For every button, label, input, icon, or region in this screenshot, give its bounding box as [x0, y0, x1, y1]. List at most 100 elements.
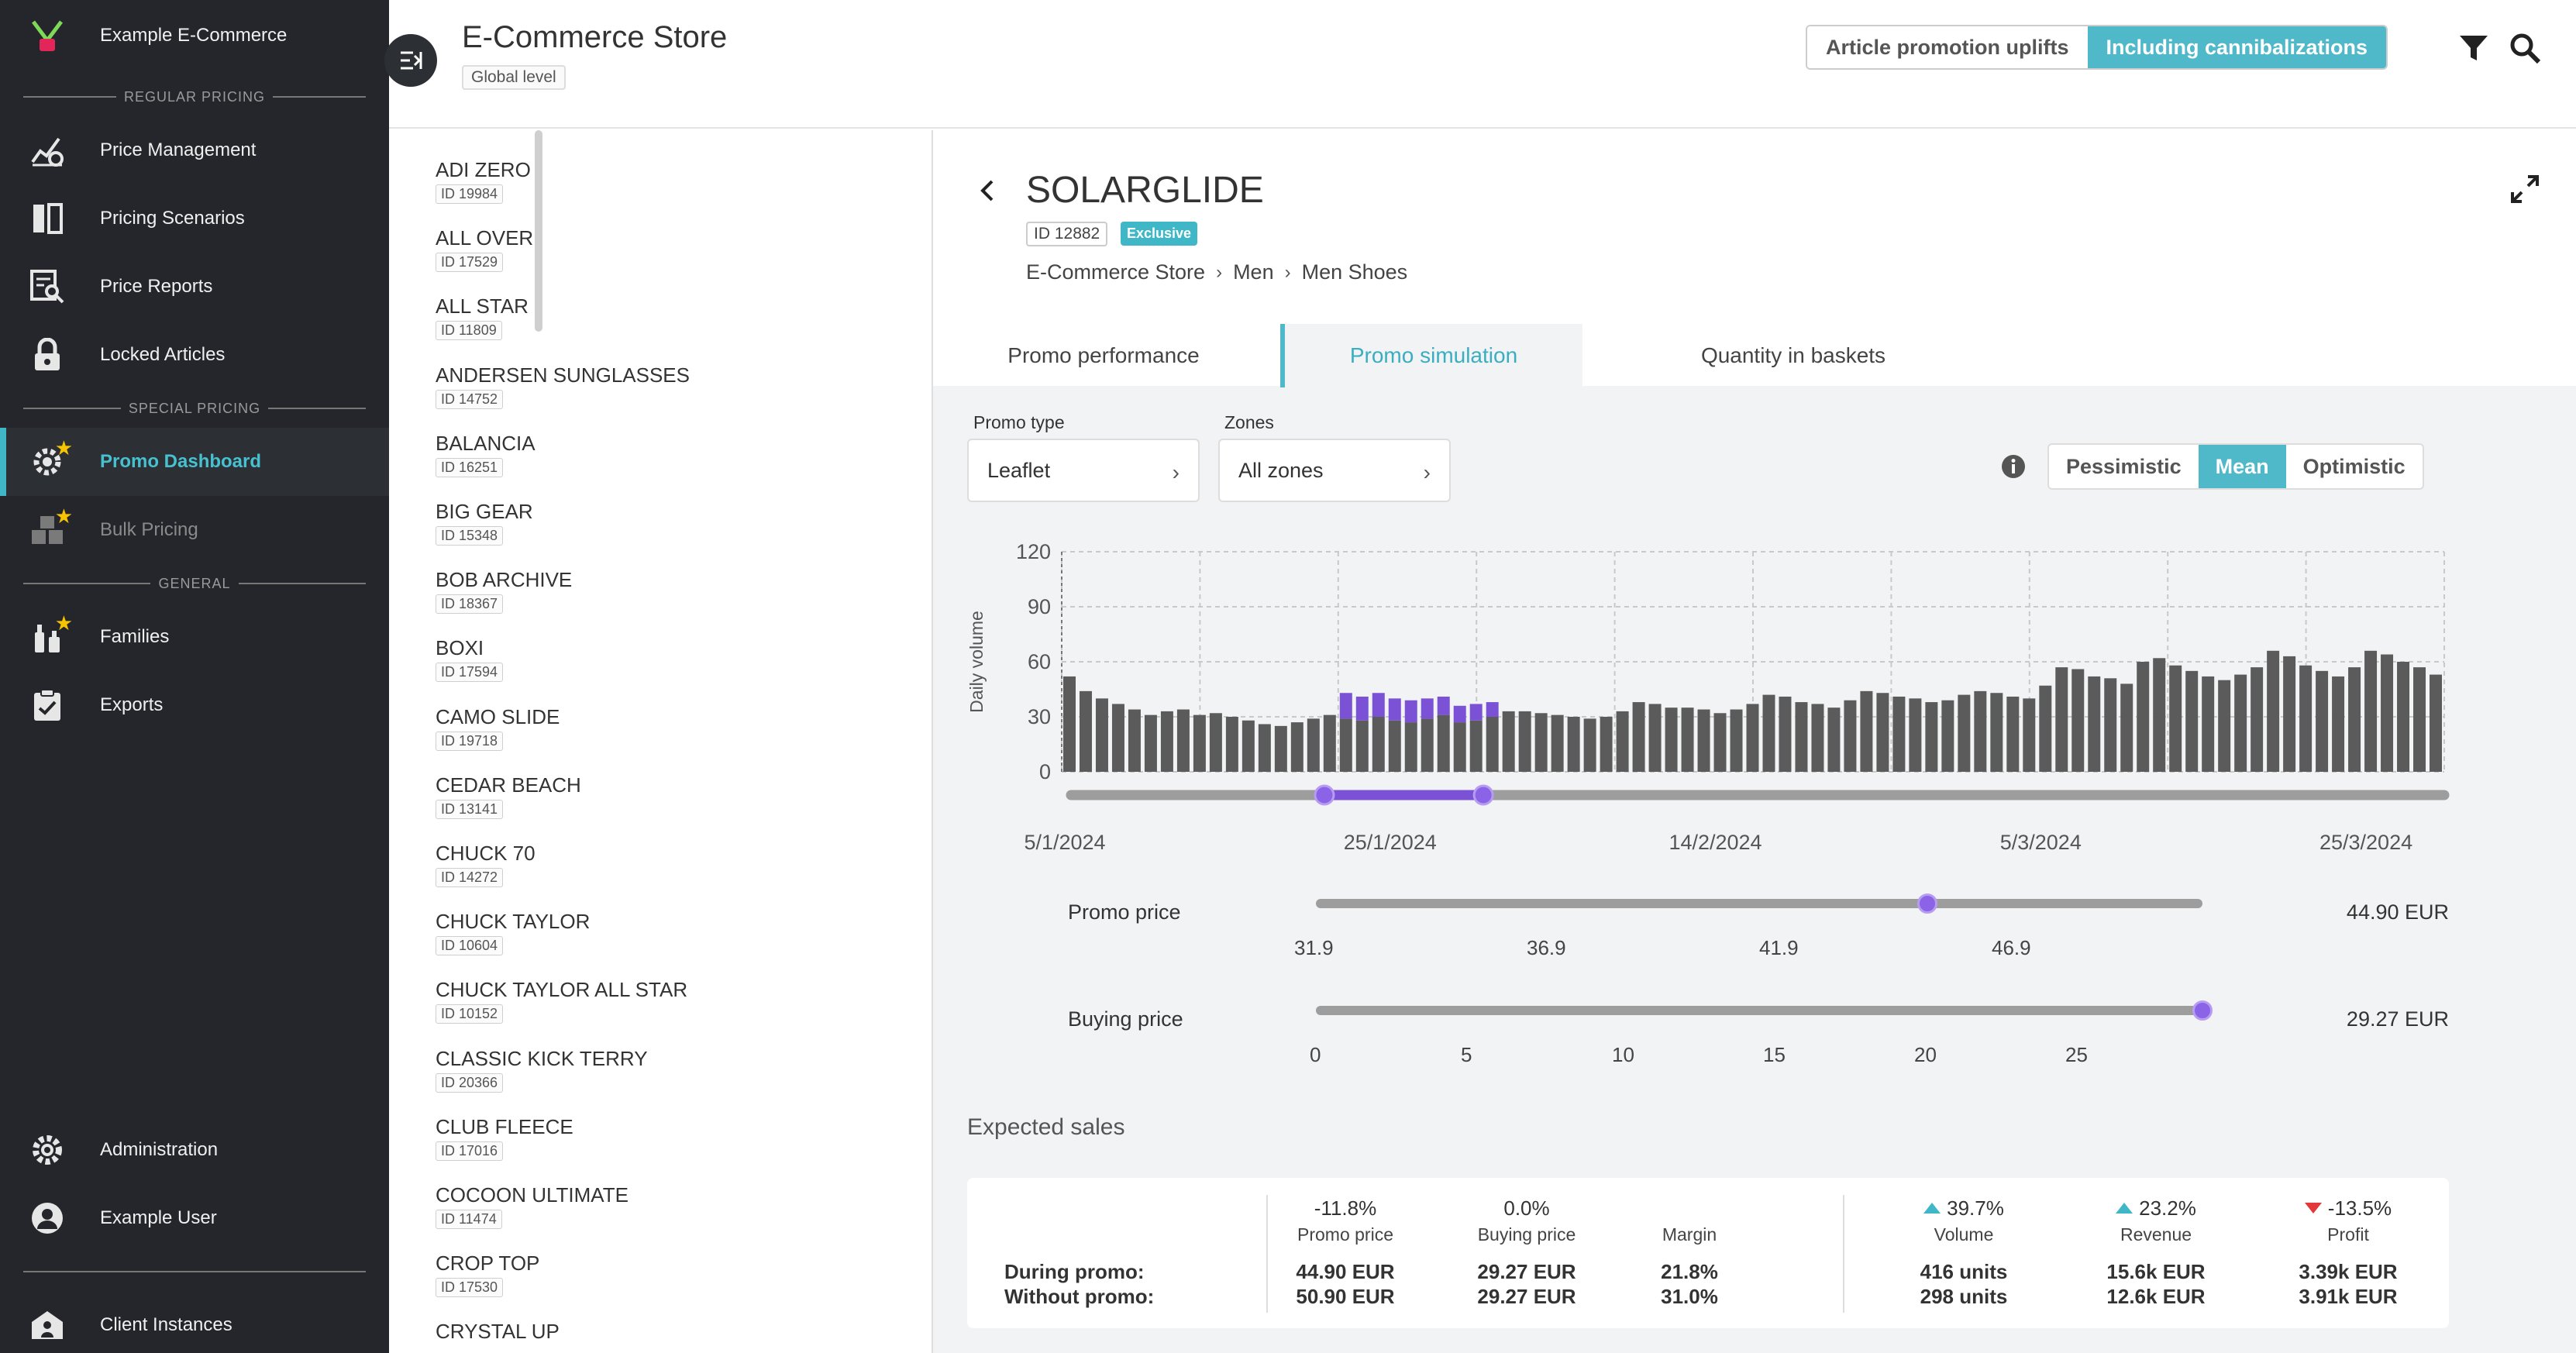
list-item[interactable]: CHUCK TAYLOR ALL STAR ID 10152 [436, 978, 687, 1024]
back-arrow-icon[interactable] [972, 175, 1003, 206]
trend-up-icon [1923, 1203, 1941, 1214]
buying-price-slider-thumb[interactable] [2192, 1000, 2213, 1021]
scenario-mean[interactable]: Mean [2198, 445, 2286, 488]
list-item[interactable]: CAMO SLIDE ID 19718 [436, 705, 560, 751]
list-item[interactable]: CHUCK TAYLOR ID 10604 [436, 910, 590, 956]
article-id-badge: ID 17529 [436, 253, 504, 273]
bar-baseline [2071, 669, 2085, 772]
info-icon[interactable] [2001, 454, 2026, 479]
bar-baseline [2055, 667, 2068, 772]
tab-promo-performance[interactable]: Promo performance [1007, 343, 1200, 367]
buying-price-slider-track[interactable] [1316, 1006, 2202, 1015]
list-item[interactable]: ANDERSEN SUNGLASSES ID 14752 [436, 363, 690, 409]
sidebar-item-client-instances[interactable]: Client Instances [0, 1291, 389, 1353]
bar-baseline [1697, 709, 1710, 772]
list-item[interactable]: COCOON ULTIMATE ID 11474 [436, 1183, 629, 1229]
article-id-badge: ID 18367 [436, 594, 504, 615]
bar-baseline [2006, 696, 2020, 772]
sidebar-item-user[interactable]: Example User [0, 1184, 389, 1252]
bar-baseline [1600, 717, 1613, 772]
collapse-sidebar-button[interactable] [384, 34, 437, 87]
expand-icon[interactable] [2509, 174, 2540, 205]
article-title: SOLARGLIDE [1026, 170, 1264, 211]
x-tick-label: 25/1/2024 [1344, 831, 1437, 854]
search-icon[interactable] [2508, 31, 2542, 65]
list-item[interactable]: BALANCIA ID 16251 [436, 432, 536, 477]
sidebar-item-families[interactable]: ★ Families [0, 603, 389, 671]
list-item[interactable]: ADI ZERO ID 19984 [436, 158, 531, 204]
list-item[interactable]: CLUB FLEECE ID 17016 [436, 1115, 573, 1161]
toggle-article-uplifts[interactable]: Article promotion uplifts [1807, 26, 2088, 68]
list-scrollbar[interactable] [535, 130, 542, 332]
chart-gear-icon [28, 131, 67, 170]
bar-baseline [1827, 707, 1841, 772]
sidebar-item-price-reports[interactable]: Price Reports [0, 253, 389, 321]
tab-quantity-in-baskets[interactable]: Quantity in baskets [1700, 343, 1886, 367]
list-item[interactable]: BIG GEAR ID 15348 [436, 500, 533, 546]
list-item[interactable]: ALL OVER ID 17529 [436, 226, 533, 273]
bar-baseline [1730, 709, 1743, 772]
article-id-badge: ID 19718 [436, 731, 504, 751]
bar-baseline [1941, 700, 1954, 772]
bar-baseline [2137, 662, 2150, 772]
list-item[interactable]: CEDAR BEACH ID 13141 [436, 773, 581, 819]
bar-baseline [2413, 667, 2426, 772]
trend-down-icon [2304, 1203, 2322, 1214]
sales-without: 298 units [1920, 1285, 2008, 1308]
article-name: CHUCK TAYLOR ALL STAR [436, 978, 688, 1002]
toggle-cannibalizations[interactable]: Including cannibalizations [2087, 26, 2387, 68]
list-item[interactable]: ALL STAR ID 11809 [436, 294, 529, 341]
list-item[interactable]: CROP TOP ID 17530 [436, 1251, 539, 1298]
article-list: ADI ZERO ID 19984 ALL OVER ID 17529 ALL STAR… [389, 130, 932, 1353]
bar-baseline [1355, 720, 1369, 772]
header: E-Commerce Store Global level Article pr… [384, 0, 2576, 129]
zones-select[interactable]: All zones › [1218, 439, 1451, 502]
boxes-icon: ★ [28, 506, 73, 549]
list-item[interactable]: CHUCK 70 ID 14272 [436, 842, 536, 887]
breadcrumb-item[interactable]: Men Shoes [1301, 260, 1408, 284]
bar-baseline [1779, 696, 1792, 772]
sales-header: Promo price [1297, 1224, 1393, 1245]
scenario-pessimistic[interactable]: Pessimistic [2066, 454, 2182, 478]
filter-icon[interactable] [2457, 31, 2491, 65]
y-tick-label: 120 [1016, 540, 1051, 563]
bar-baseline [2234, 674, 2247, 772]
promo-price-slider-thumb[interactable] [1917, 893, 1938, 914]
chevron-right-icon: › [1284, 261, 1291, 283]
article-id-badge: ID 10604 [436, 936, 504, 956]
list-item[interactable]: CLASSIC KICK TERRY ID 20366 [436, 1047, 648, 1093]
list-item[interactable]: BOB ARCHIVE ID 18367 [436, 568, 572, 615]
sidebar-item-bulk-pricing[interactable]: ★ Bulk Pricing [0, 496, 389, 564]
sidebar-item-promo-dashboard[interactable]: ★ Promo Dashboard [0, 428, 389, 496]
sidebar-item-pricing-scenarios[interactable]: Pricing Scenarios [0, 184, 389, 253]
article-name: BALANCIA [436, 431, 536, 455]
bar-baseline [1290, 722, 1303, 772]
bar-baseline [2430, 674, 2442, 772]
bar-baseline [1713, 713, 1727, 772]
bar-baseline [1372, 717, 1385, 772]
report-search-icon [28, 267, 67, 306]
list-item[interactable]: CRYSTAL UP [436, 1320, 560, 1343]
x-tick-label: 14/2/2024 [1669, 831, 1762, 854]
scenario-optimistic[interactable]: Optimistic [2302, 454, 2406, 478]
article-name: CAMO SLIDE [436, 704, 560, 728]
sales-during: 416 units [1920, 1260, 2008, 1283]
bar-uplift [1404, 700, 1417, 723]
promo-price-slider-track[interactable] [1316, 899, 2202, 908]
bar-baseline [1258, 724, 1271, 772]
sidebar-item-exports[interactable]: Exports [0, 671, 389, 739]
bar-baseline [1681, 707, 1694, 772]
tab-promo-simulation[interactable]: Promo simulation [1280, 324, 1582, 387]
sidebar-item-price-management[interactable]: Price Management [0, 116, 389, 184]
bar-baseline [1063, 676, 1076, 772]
breadcrumb-item[interactable]: Men [1233, 260, 1274, 284]
list-item[interactable]: BOXI ID 17594 [436, 636, 504, 683]
promo-type-select[interactable]: Leaflet › [967, 439, 1200, 502]
sidebar-item-locked-articles[interactable]: Locked Articles [0, 321, 389, 389]
change-value: 39.7% [1886, 1196, 2041, 1220]
sidebar-item-administration[interactable]: Administration [0, 1116, 389, 1184]
breadcrumb-item[interactable]: E-Commerce Store [1026, 260, 1206, 284]
app-brand[interactable]: Example E-Commerce [0, 2, 389, 70]
row-during-promo: During promo: [1004, 1260, 1145, 1283]
clipboard-check-icon [28, 686, 67, 725]
